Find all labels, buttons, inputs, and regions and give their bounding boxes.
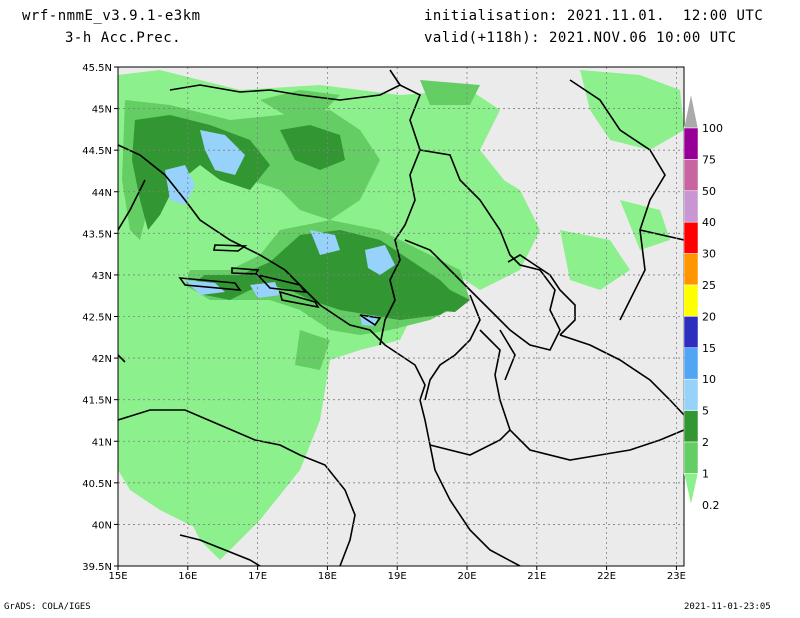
legend-overflow-arrow	[683, 93, 699, 129]
generation-timestamp: 2021-11-01-23:05	[684, 602, 771, 612]
legend-underflow-arrow	[683, 473, 699, 505]
legend-color-box	[683, 190, 699, 223]
lat-tick-label: 41N	[92, 437, 112, 448]
lat-tick-label: 45N	[92, 105, 112, 116]
legend-label: 100	[702, 122, 723, 135]
lon-tick-label: 18E	[318, 571, 337, 582]
lon-tick-label: 23E	[667, 571, 686, 582]
legend-color-box	[683, 378, 699, 411]
lat-tick-label: 44.5N	[82, 146, 112, 157]
legend-label: 5	[702, 405, 709, 418]
precipitation-field	[118, 70, 684, 560]
lon-tick-label: 22E	[597, 571, 616, 582]
legend-color-box	[683, 347, 699, 380]
lon-tick-label: 21E	[527, 571, 546, 582]
lon-tick-label: 16E	[178, 571, 197, 582]
grid-lines	[118, 67, 684, 566]
country-borders	[118, 69, 684, 461]
legend-label: 25	[702, 279, 716, 292]
legend-label: 1	[702, 467, 709, 480]
legend-label: 2	[702, 436, 709, 449]
legend-color-box	[683, 284, 699, 317]
longitude-axis: 15E 16E 17E 18E 19E 20E 21E 22E 23E	[108, 566, 686, 582]
lon-tick-label: 19E	[388, 571, 407, 582]
lat-tick-label: 42.5N	[82, 313, 112, 324]
precipitation-legend: 100 75 50 40 30 25 20 15 10 5 2 1 0.2	[683, 93, 723, 512]
legend-color-box	[683, 410, 699, 443]
lat-tick-label: 45.5N	[82, 63, 112, 74]
legend-color-box	[683, 253, 699, 286]
legend-color-box	[683, 316, 699, 349]
lat-tick-label: 42N	[92, 354, 112, 365]
legend-color-box	[683, 441, 699, 474]
lat-tick-label: 41.5N	[82, 396, 112, 407]
legend-label: 75	[702, 153, 716, 166]
legend-color-box	[683, 127, 699, 160]
lat-tick-label: 40N	[92, 520, 112, 531]
legend-label: 0.2	[702, 499, 720, 512]
latitude-axis: 45.5N 45N 44.5N 44N 43.5N 43N 42.5N 42N 41.5N 41N…	[82, 63, 118, 573]
valid-time: valid(+118h): 2021.NOV.06 10:00 UTC	[424, 30, 737, 46]
legend-label: 40	[702, 216, 716, 229]
legend-color-box	[683, 221, 699, 254]
legend-label: 30	[702, 248, 716, 261]
lat-tick-label: 43N	[92, 271, 112, 282]
lat-tick-label: 43.5N	[82, 229, 112, 240]
lon-tick-label: 15E	[108, 571, 127, 582]
islands	[178, 244, 382, 327]
legend-label: 15	[702, 342, 716, 355]
initialisation-time: initialisation: 2021.11.01. 12:00 UTC	[424, 8, 764, 24]
lat-tick-label: 44N	[92, 188, 112, 199]
lat-tick-label: 39.5N	[82, 562, 112, 573]
legend-label: 50	[702, 185, 716, 198]
model-title: wrf-nmmE_v3.9.1-e3km	[22, 8, 201, 24]
variable-title: 3-h Acc.Prec.	[65, 30, 182, 46]
legend-color-box	[683, 159, 699, 192]
lat-tick-label: 40.5N	[82, 479, 112, 490]
legend-label: 10	[702, 373, 716, 386]
lon-tick-label: 20E	[457, 571, 476, 582]
credits-label: GrADS: COLA/IGES	[4, 602, 91, 612]
legend-label: 20	[702, 310, 716, 323]
coastlines	[118, 144, 521, 566]
lon-tick-label: 17E	[248, 571, 267, 582]
